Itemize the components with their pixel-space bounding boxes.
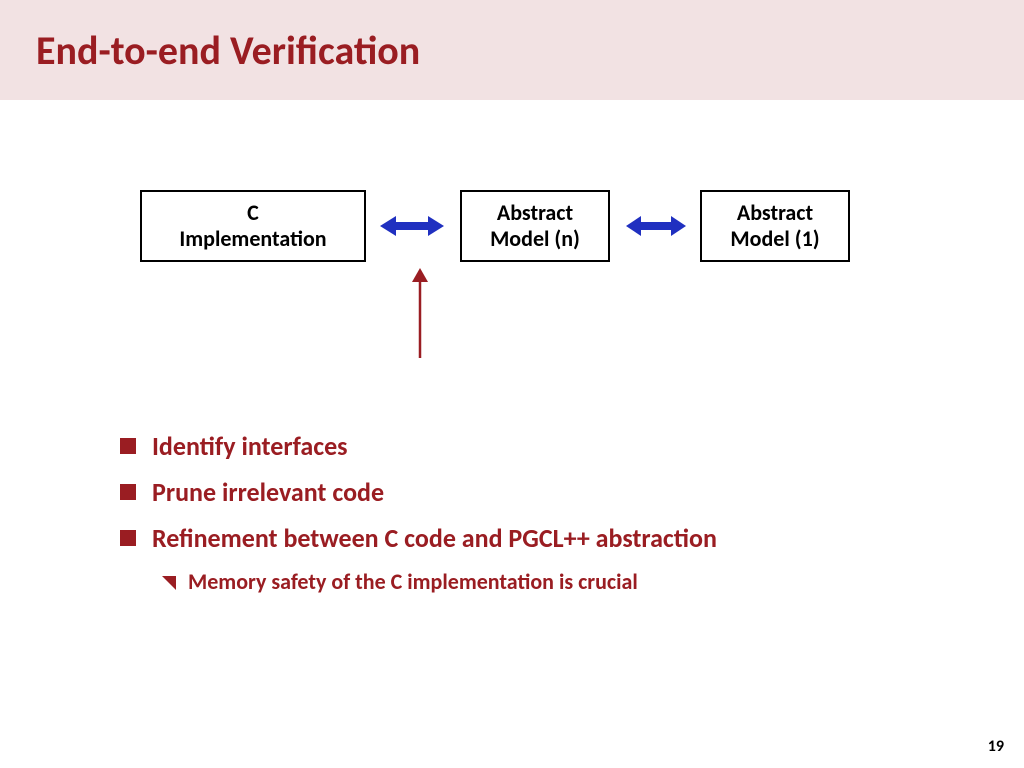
square-bullet-icon — [120, 530, 136, 546]
header-band: End-to-end Verification — [0, 0, 1024, 100]
bidirectional-arrow-icon — [380, 214, 444, 238]
box-line: C — [247, 200, 259, 226]
box-abstract-model-n: Abstract Model (n) — [460, 190, 610, 262]
square-bullet-icon — [120, 484, 136, 500]
box-line: Implementation — [179, 226, 326, 252]
box-c-implementation: C Implementation — [140, 190, 366, 262]
box-line: Abstract — [737, 200, 813, 226]
slide-title: End-to-end Verification — [36, 26, 420, 75]
bullet-item: Identify interfaces — [120, 430, 1024, 462]
box-line: Model (n) — [490, 226, 580, 252]
square-bullet-icon — [120, 438, 136, 454]
sub-bullet-text: Memory safety of the C implementation is… — [188, 568, 638, 595]
bullet-text: Prune irrelevant code — [152, 476, 384, 508]
box-line: Model (1) — [730, 226, 819, 252]
bidirectional-arrow-icon — [626, 214, 686, 238]
diagram-area: C Implementation Abstract Model (n) Abst… — [0, 190, 1024, 410]
bullet-text: Refinement between C code and PGCL++ abs… — [152, 522, 717, 554]
page-number: 19 — [988, 737, 1004, 756]
bullet-item: Prune irrelevant code — [120, 476, 1024, 508]
bullet-list: Identify interfaces Prune irrelevant code… — [120, 430, 1024, 595]
box-line: Abstract — [497, 200, 573, 226]
triangle-bullet-icon — [160, 574, 176, 590]
bullet-text: Identify interfaces — [152, 430, 348, 462]
bullet-item: Refinement between C code and PGCL++ abs… — [120, 522, 1024, 554]
sub-bullet-item: Memory safety of the C implementation is… — [160, 568, 1024, 595]
box-abstract-model-1: Abstract Model (1) — [700, 190, 850, 262]
up-arrow-icon — [408, 268, 432, 358]
